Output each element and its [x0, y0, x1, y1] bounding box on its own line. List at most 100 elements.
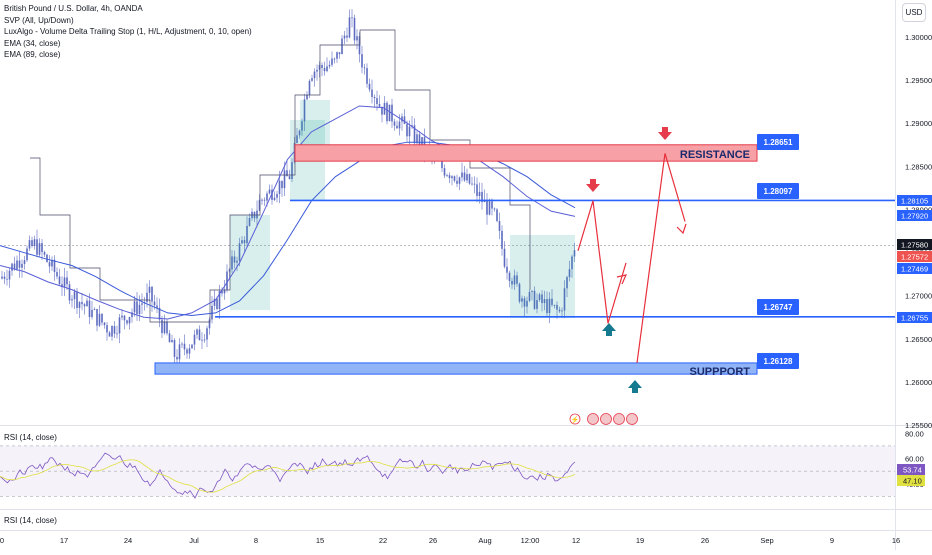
candle-body [268, 189, 271, 194]
legend-symbol[interactable]: British Pound / U.S. Dollar, 4h, OANDA [4, 4, 143, 13]
candle-body [151, 286, 153, 302]
price-tag-text: 1.27469 [901, 265, 928, 274]
candle-body [26, 248, 28, 261]
candle-body [376, 98, 378, 105]
candle-body [241, 240, 243, 244]
candle-body [183, 343, 186, 350]
time-tick: 24 [124, 536, 132, 545]
candle-body [556, 304, 558, 310]
legend-indicator-svp[interactable]: SVP (All, Up/Down) [4, 15, 74, 25]
candle-body [263, 199, 266, 201]
candle-body [481, 191, 483, 203]
time-tick: 26 [701, 536, 709, 545]
candle-body [113, 326, 116, 334]
candle-body [396, 125, 398, 129]
rsi-pane-label[interactable]: RSI (14, close) [4, 433, 57, 442]
candle-body [298, 130, 301, 136]
candle-body [131, 312, 133, 318]
candle-body [456, 180, 458, 184]
candle-body [208, 319, 211, 329]
candle-body [356, 36, 358, 41]
buy-arrow-icon [602, 323, 616, 336]
candle-body [13, 263, 16, 270]
price-tag-box [897, 312, 932, 323]
candle-body [223, 289, 226, 294]
rsi-tag-box [897, 464, 925, 475]
currency-button[interactable]: USD [902, 3, 926, 22]
candle-body [81, 302, 83, 305]
time-tick: Sep [760, 536, 773, 545]
level-tag-text: 1.26747 [764, 303, 793, 312]
candle-body [31, 240, 33, 246]
economic-event-icon [613, 413, 625, 425]
candle-body [153, 301, 156, 306]
candle-body [343, 35, 346, 39]
candle-body [181, 343, 183, 345]
candle-body [98, 313, 101, 326]
trailing-stop-zone [510, 235, 575, 318]
candle-body [341, 38, 343, 55]
time-tick: 12:00 [521, 536, 540, 545]
candle-body [258, 199, 261, 211]
candle-body [46, 254, 48, 263]
candle-body [498, 221, 501, 231]
candle-body [68, 284, 71, 301]
candle-body [161, 319, 163, 334]
candle-body [108, 332, 111, 337]
candle-body [441, 160, 443, 169]
candle-body [211, 305, 213, 320]
candle-body [128, 317, 131, 324]
trailing-stop-line [30, 29, 531, 323]
time-tick: 19 [636, 536, 644, 545]
price-tag-text: 1.28105 [901, 197, 928, 206]
level-tag-1-28651: 1.28651 [757, 134, 799, 150]
candle-body [218, 290, 221, 310]
candle-body [203, 339, 206, 341]
candle-body [303, 99, 306, 122]
candle-body [53, 259, 56, 273]
candle-body [96, 309, 98, 326]
candle-body [176, 356, 178, 360]
candle-body [311, 78, 313, 81]
candle-body [501, 230, 503, 249]
candle-body [326, 66, 328, 72]
economic-event-icon [587, 413, 599, 425]
price-tick: 1.28000 [905, 205, 932, 214]
candle-body [546, 299, 548, 314]
level-tag-text: 1.26128 [764, 357, 793, 366]
price-tag-1-27572: 1.27572 [897, 251, 932, 262]
candle-body [283, 170, 286, 189]
legend-indicator-ema89[interactable]: EMA (89, close) [4, 50, 61, 59]
price-tag-text: 1.27572 [901, 253, 928, 262]
level-tag-box [757, 353, 799, 369]
candle-body [518, 283, 521, 302]
candle-body [148, 286, 151, 293]
legend-indicator-ema34[interactable]: EMA (34, close) [4, 38, 61, 48]
candle-body [158, 307, 161, 320]
price-tick: 1.30000 [905, 33, 932, 42]
candle-body [91, 309, 93, 318]
legend-indicator-luxalgo[interactable]: LuxAlgo - Volume Delta Trailing Stop (1,… [4, 27, 252, 36]
candle-body [261, 199, 263, 201]
resistance-label: RESISTANCE [680, 149, 750, 161]
candle-body [516, 275, 518, 284]
buy-arrow-icon [628, 380, 642, 393]
candle-body [526, 300, 528, 307]
price-tick: 1.26500 [905, 335, 932, 344]
candle-body [63, 277, 66, 288]
candle-body [193, 334, 196, 345]
candle-body [571, 256, 573, 270]
candle-body [28, 240, 31, 249]
candle-body [418, 134, 421, 148]
trailing-stop-zone [230, 215, 270, 310]
candle-body [486, 199, 488, 215]
candle-body [543, 299, 546, 304]
level-tag-1-26128: 1.26128 [757, 353, 799, 369]
candle-body [468, 174, 471, 184]
lightning-event-icon [569, 413, 581, 425]
candle-body [331, 58, 333, 65]
candle-body [503, 248, 506, 267]
price-tick: 1.29000 [905, 119, 932, 128]
rsi-pane-label-2[interactable]: RSI (14, close) [4, 516, 57, 525]
